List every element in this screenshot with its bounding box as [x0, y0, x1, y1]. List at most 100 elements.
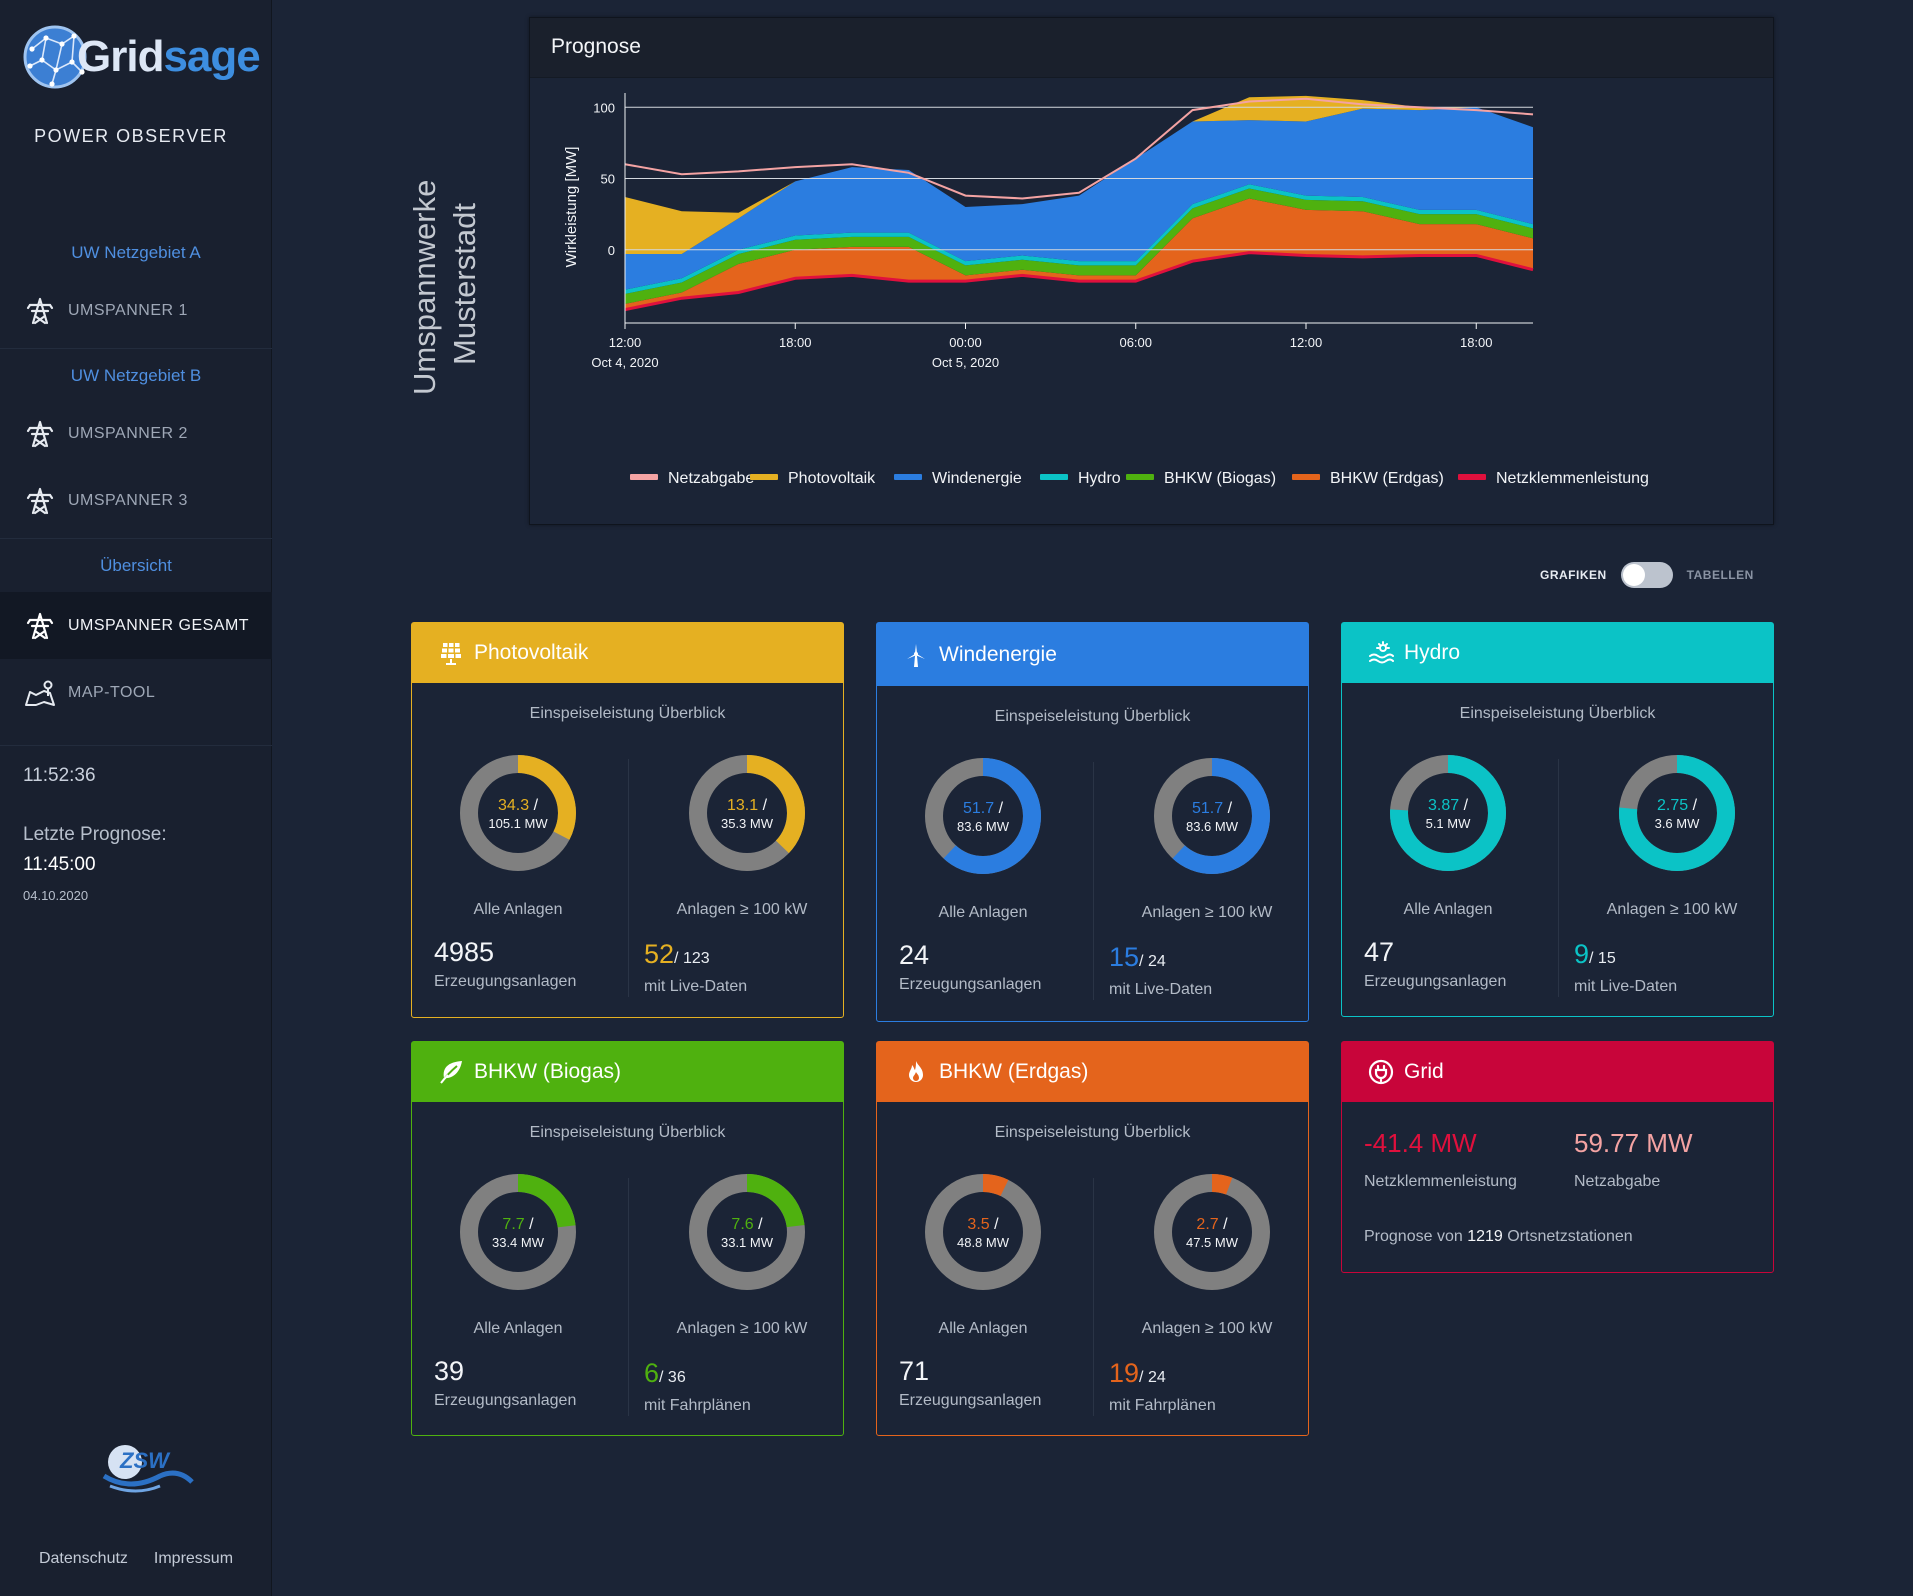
hydro-card-header[interactable]: Hydro — [1342, 623, 1773, 683]
biogas-card: BHKW (Biogas) Einspeiseleistung Überblick… — [411, 1041, 844, 1436]
forecast-title: Prognose — [530, 18, 1773, 78]
donut-large-plants[interactable]: 51.7 / 83.6 MW — [1142, 746, 1282, 886]
page-title-line-1: Umspannwerke — [407, 179, 442, 395]
y-axis-label: Wirkleistung [MW] — [563, 147, 580, 268]
imprint-link[interactable]: Impressum — [153, 1550, 234, 1567]
grid-card-header[interactable]: Grid — [1342, 1042, 1773, 1102]
legend-swatch — [1040, 474, 1068, 480]
donut-all-plants[interactable]: 3.87 / 5.1 MW — [1378, 743, 1518, 883]
view-toggle-switch[interactable] — [1620, 562, 1673, 588]
sidebar-item-label: UMSPANNER 1 — [68, 302, 188, 319]
card-subtitle: Einspeiseleistung Überblick — [529, 705, 726, 722]
divider — [0, 348, 272, 349]
leaf-icon — [438, 1059, 464, 1085]
donut-max: 5.1 MW — [1425, 816, 1471, 831]
card-subtitle: Einspeiseleistung Überblick — [994, 1124, 1191, 1141]
sidebar-item-umspanner-1[interactable]: UMSPANNER 1 — [0, 280, 272, 342]
toggle-label-tabellen[interactable]: TABELLEN — [1686, 568, 1754, 582]
sidebar-item-umspanner-3[interactable]: UMSPANNER 3 — [0, 470, 272, 532]
live-count-value: 19 — [1109, 1358, 1140, 1388]
donut-max: 3.6 MW — [1654, 816, 1700, 831]
plant-count: 71 — [899, 1356, 930, 1386]
flame-icon — [903, 1059, 929, 1085]
svg-text:ZSW: ZSW — [119, 1448, 171, 1473]
card-title: BHKW (Biogas) — [474, 1060, 622, 1083]
donut-slash: / — [529, 797, 539, 814]
sidebar-item-umspanner-2[interactable]: UMSPANNER 2 — [0, 403, 272, 465]
area-hydro — [625, 184, 1533, 294]
area-bhkw-erdgas- — [625, 198, 1533, 310]
donut-label-large: Anlagen ≥ 100 kW — [676, 1320, 808, 1337]
nav-group-uebersicht[interactable]: Übersicht — [100, 556, 172, 575]
logo-text-sage: sage — [163, 32, 260, 81]
legend-item-netzabgabe: Netzabgabe — [668, 470, 754, 487]
wind-card-header[interactable]: Windenergie — [877, 623, 1308, 686]
forecast-chart[interactable]: 100 50 0 Wirkleistung [MW] 12:00 Oct 4, 2020 1… — [530, 18, 1775, 526]
donut-max: 105.1 MW — [488, 816, 548, 831]
legend-item-photovoltaik: Photovoltaik — [788, 470, 876, 487]
divider — [0, 745, 272, 746]
sidebar-item-label: MAP-TOOL — [68, 684, 156, 701]
card-subtitle: Einspeiseleistung Überblick — [994, 708, 1191, 725]
last-forecast-time: 11:45:00 — [23, 854, 96, 875]
legend-swatch — [894, 474, 922, 480]
legend-item-hydro: Hydro — [1078, 470, 1121, 487]
gridsage-logo[interactable]: Gridsage — [22, 24, 261, 89]
donut-label-all: Alle Anlagen — [938, 904, 1028, 921]
plant-count: 47 — [1364, 937, 1395, 967]
sidebar-item-umspanner-gesamt[interactable]: UMSPANNER GESAMT — [0, 592, 272, 659]
legend-swatch — [750, 474, 778, 480]
donut-value: 7.7 — [502, 1216, 525, 1233]
donut-large-plants[interactable]: 2.75 / 3.6 MW — [1607, 743, 1747, 883]
x-tick-label: 06:00 — [1119, 335, 1152, 350]
y-tick-label: 100 — [593, 100, 615, 115]
live-count-value: 52 — [644, 939, 675, 969]
legend-swatch — [1292, 474, 1320, 480]
sidebar-item-label: UMSPANNER 3 — [68, 492, 188, 509]
sidebar-item-map-tool[interactable]: MAP-TOOL — [0, 660, 272, 726]
donut-slash: / — [1459, 797, 1469, 814]
nav-group-netzgebiet-b[interactable]: UW Netzgebiet B — [70, 366, 202, 385]
donut-label-all: Alle Anlagen — [938, 1320, 1028, 1337]
plant-count: 24 — [899, 940, 930, 970]
erdgas-card-header[interactable]: BHKW (Erdgas) — [877, 1042, 1308, 1102]
donut-value: 13.1 — [726, 797, 759, 814]
donut-slash: / — [753, 1216, 763, 1233]
pv-card-header[interactable]: Photovoltaik — [412, 623, 843, 683]
netzabgabe-value: 59.77 MW — [1574, 1128, 1693, 1158]
nav-group-netzgebiet-a[interactable]: UW Netzgebiet A — [71, 243, 201, 262]
area-windenergie — [625, 107, 1533, 290]
live-count-value: 6 — [644, 1358, 660, 1388]
hydro-wave-icon — [1368, 640, 1394, 666]
column-divider — [1093, 1178, 1094, 1416]
last-forecast-date: 04.10.2020 — [23, 888, 89, 903]
column-divider — [628, 759, 629, 997]
donut-large-plants[interactable]: 2.7 / 47.5 MW — [1142, 1162, 1282, 1302]
wind-card: Windenergie Einspeiseleistung Überblick 51… — [876, 622, 1309, 1022]
toggle-label-grafiken[interactable]: GRAFIKEN — [1540, 568, 1607, 582]
donut-all-plants[interactable]: 7.7 / 33.4 MW — [448, 1162, 588, 1302]
live-count: 6/ 36 — [644, 1358, 686, 1389]
card-title: Photovoltaik — [474, 641, 589, 664]
biogas-card-header[interactable]: BHKW (Biogas) — [412, 1042, 843, 1102]
donut-value: 51.7 — [1191, 800, 1224, 817]
donut-large-plants[interactable]: 13.1 / 35.3 MW — [677, 743, 817, 883]
card-subtitle: Einspeiseleistung Überblick — [1459, 705, 1656, 722]
donut-all-plants[interactable]: 34.3 / 105.1 MW — [448, 743, 588, 883]
donut-large-plants[interactable]: 7.6 / 33.1 MW — [677, 1162, 817, 1302]
legend-item-netzklemmenleistung: Netzklemmenleistung — [1496, 470, 1649, 487]
privacy-link[interactable]: Datenschutz — [38, 1550, 128, 1567]
legend-swatch — [630, 474, 658, 480]
live-count-label: mit Fahrplänen — [644, 1397, 751, 1414]
donut-all-plants[interactable]: 3.5 / 48.8 MW — [913, 1162, 1053, 1302]
live-count-total: / 123 — [674, 950, 710, 967]
sidebar: Gridsage POWER OBSERVER UW Netzgebiet A … — [0, 0, 272, 1596]
plug-icon — [1368, 1059, 1394, 1085]
legend-item-windenergie: Windenergie — [932, 470, 1022, 487]
donut-max: 47.5 MW — [1185, 1235, 1238, 1250]
donut-value: 2.75 — [1656, 797, 1689, 814]
card-title: BHKW (Erdgas) — [939, 1060, 1089, 1083]
donut-all-plants[interactable]: 51.7 / 83.6 MW — [913, 746, 1053, 886]
footer-links: Datenschutz Impressum — [0, 1550, 272, 1568]
donut-slash: / — [1688, 797, 1698, 814]
